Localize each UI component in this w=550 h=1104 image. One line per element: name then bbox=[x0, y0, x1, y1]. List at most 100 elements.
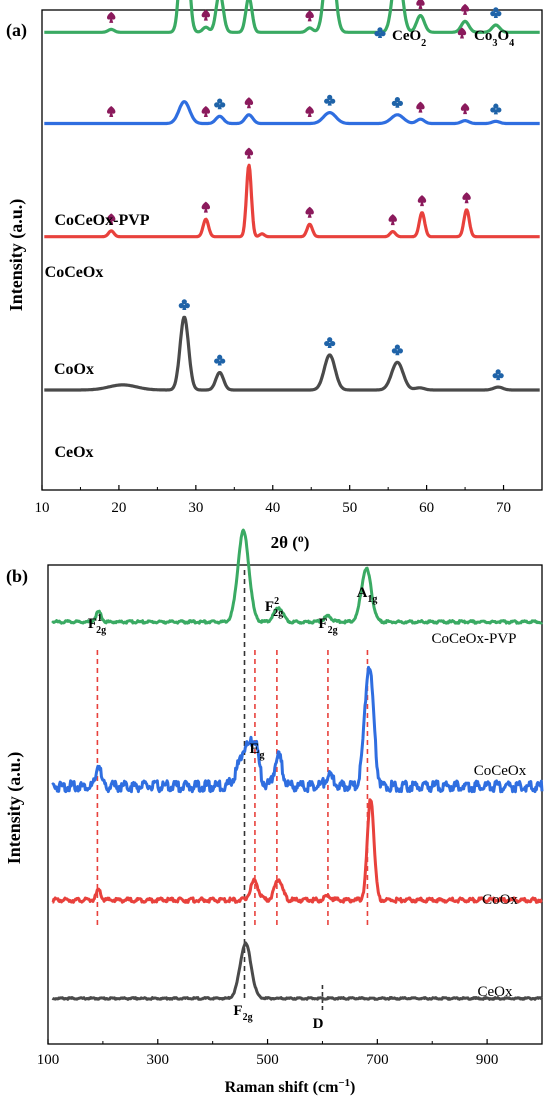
legend-co3o4-part: Co bbox=[474, 28, 492, 44]
spade-blade bbox=[460, 3, 470, 12]
panel-b-xlabel-part: Raman shift (cm bbox=[225, 1079, 339, 1096]
club-stem bbox=[217, 360, 222, 366]
xrd-line-ceox bbox=[43, 315, 541, 392]
spade-stem bbox=[307, 213, 312, 218]
club-marker bbox=[324, 337, 336, 348]
club-marker bbox=[178, 299, 190, 310]
club-lobe bbox=[490, 107, 496, 113]
spade-marker bbox=[201, 9, 211, 21]
spade-marker bbox=[462, 192, 471, 204]
spade-blade bbox=[462, 192, 471, 200]
spade-blade bbox=[416, 0, 425, 6]
club-marker bbox=[391, 96, 403, 108]
club-stem bbox=[493, 13, 498, 18]
spade-marker bbox=[201, 106, 211, 118]
spade-blade bbox=[416, 101, 425, 110]
spade-marker bbox=[457, 27, 467, 39]
club-lobe bbox=[492, 373, 498, 379]
club-lobe bbox=[330, 340, 336, 347]
panel-a-label: (a) bbox=[6, 20, 27, 41]
spade-stem bbox=[109, 18, 114, 23]
xrd-line-coceox-pvp bbox=[43, 0, 541, 34]
panel-b-xtick-label: 100 bbox=[37, 1052, 60, 1068]
club-stem bbox=[395, 350, 400, 356]
club-lobe bbox=[394, 344, 400, 350]
spade-stem bbox=[460, 34, 464, 39]
raman-mode-sub: 2g bbox=[243, 1012, 253, 1023]
club-lobe bbox=[380, 30, 386, 37]
club-lobe bbox=[377, 27, 383, 33]
club-stem bbox=[182, 304, 187, 310]
club-stem bbox=[327, 100, 332, 106]
club-lobe bbox=[496, 107, 502, 113]
club-lobe bbox=[394, 96, 400, 103]
club-marker bbox=[374, 27, 386, 38]
spade-marker bbox=[460, 103, 470, 115]
raman-series-label-coceox-pvp: CoCeOx-PVP bbox=[431, 631, 516, 647]
spade-marker bbox=[201, 201, 211, 213]
spade-stem bbox=[463, 109, 468, 115]
series-label-coox: CoOx bbox=[54, 361, 94, 378]
spade-stem bbox=[203, 208, 208, 213]
series-label-coceox: CoCeOx bbox=[45, 264, 104, 281]
panel-a-xtick-label: 10 bbox=[35, 500, 50, 516]
club-lobe bbox=[495, 369, 501, 375]
panel-a-xtick-label: 60 bbox=[419, 500, 434, 516]
raman-line-coox bbox=[51, 798, 543, 904]
raman-mode-sup: 1 bbox=[97, 613, 102, 624]
club-marker bbox=[391, 344, 403, 356]
legend-co3o4: Co3O4 bbox=[474, 28, 514, 49]
spade-blade bbox=[305, 10, 314, 19]
spade-stem bbox=[203, 16, 208, 21]
panel-b-xtick-label: 700 bbox=[366, 1052, 389, 1068]
club-lobe bbox=[217, 98, 223, 104]
series-label-coceox-pvp: CoCeOx-PVP bbox=[54, 212, 149, 229]
xrd-line-coceox bbox=[43, 100, 541, 126]
raman-mode-sup: 2 bbox=[274, 596, 279, 607]
club-lobe bbox=[327, 94, 333, 100]
raman-mode-label: Eg bbox=[249, 741, 264, 761]
raman-mode-label: F2 2g bbox=[265, 596, 283, 619]
raman-line-coceox bbox=[51, 665, 544, 794]
spade-marker bbox=[305, 10, 314, 22]
legend-ceo2-part: 2 bbox=[421, 38, 426, 49]
spade-stem bbox=[307, 16, 312, 22]
raman-mode-sub: 2g bbox=[273, 608, 283, 619]
spade-stem bbox=[464, 198, 469, 204]
panel-a-xtick-label: 20 bbox=[111, 500, 126, 516]
club-lobe bbox=[498, 373, 504, 379]
club-lobe bbox=[324, 98, 330, 104]
panel-b-xlabel-part: ) bbox=[350, 1079, 355, 1096]
spade-stem bbox=[109, 219, 114, 225]
panel-b-label: (b) bbox=[6, 566, 28, 587]
raman-mode-label: A1g bbox=[357, 585, 378, 605]
spade-blade bbox=[107, 106, 116, 114]
club-marker bbox=[324, 94, 336, 106]
club-marker bbox=[490, 103, 502, 115]
club-marker bbox=[492, 369, 504, 381]
panel-a-frame bbox=[41, 9, 543, 491]
spade-marker bbox=[417, 195, 427, 207]
spade-stem bbox=[246, 103, 251, 109]
raman-mode-label: F2g bbox=[318, 616, 337, 636]
raman-mode-base: A bbox=[357, 585, 368, 601]
club-lobe bbox=[214, 358, 220, 364]
raman-mode-sub: g bbox=[260, 750, 265, 761]
panel-b-ylabel: Intensity (a.u.) bbox=[4, 752, 25, 865]
raman-mode-label: F2g bbox=[233, 1003, 252, 1023]
raman-line-coceox-pvp bbox=[51, 528, 543, 625]
club-lobe bbox=[391, 100, 397, 106]
spade-marker bbox=[107, 11, 116, 23]
raman-mode-sub: 2g bbox=[96, 625, 106, 636]
spade-stem bbox=[109, 112, 114, 118]
spade-stem bbox=[246, 154, 251, 159]
club-lobe bbox=[220, 358, 226, 364]
club-lobe bbox=[217, 354, 223, 360]
spade-stem bbox=[420, 201, 424, 207]
club-stem bbox=[493, 109, 498, 115]
raman-mode-base: F bbox=[265, 599, 274, 615]
club-lobe bbox=[391, 348, 397, 354]
spade-blade bbox=[107, 11, 116, 20]
spade-marker bbox=[244, 97, 254, 109]
spade-marker bbox=[416, 101, 425, 113]
